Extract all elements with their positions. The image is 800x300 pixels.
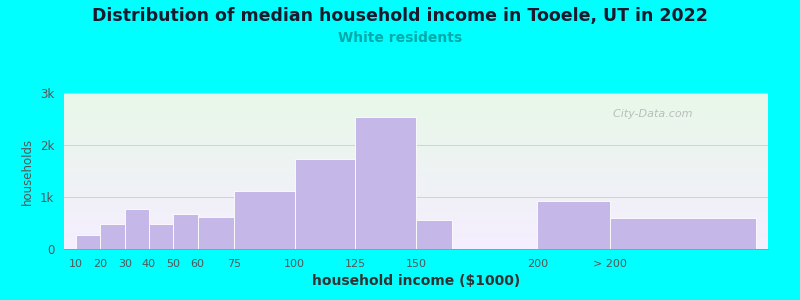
Bar xyxy=(234,191,294,249)
Bar xyxy=(610,218,756,249)
Bar xyxy=(416,220,453,249)
Bar xyxy=(125,209,149,249)
X-axis label: household income ($1000): household income ($1000) xyxy=(312,274,520,288)
Bar xyxy=(76,235,101,249)
Y-axis label: households: households xyxy=(22,137,34,205)
Bar xyxy=(294,158,355,249)
Text: City-Data.com: City-Data.com xyxy=(606,109,693,118)
Text: White residents: White residents xyxy=(338,32,462,46)
Bar xyxy=(198,217,234,249)
Bar xyxy=(101,224,125,249)
Bar xyxy=(174,214,198,249)
Bar xyxy=(538,201,610,249)
Text: Distribution of median household income in Tooele, UT in 2022: Distribution of median household income … xyxy=(92,8,708,26)
Bar xyxy=(149,224,174,249)
Bar xyxy=(355,117,416,249)
